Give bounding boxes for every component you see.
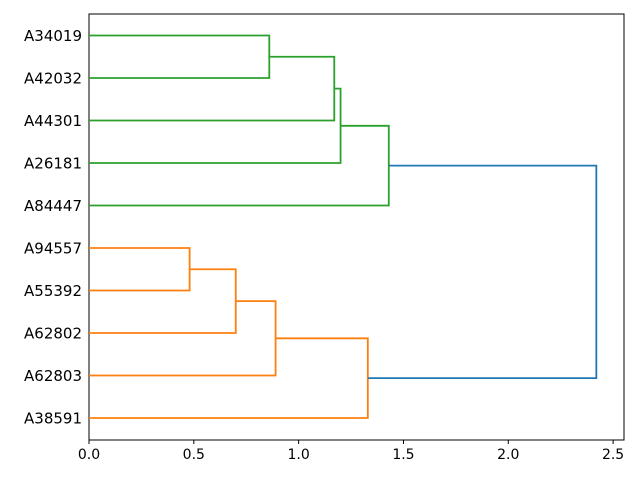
axes-spines: [88, 13, 625, 441]
leaf-label: A62803: [24, 367, 82, 385]
x-tick-label: 1.0: [288, 447, 310, 463]
link-G2: [89, 55, 336, 122]
leaf-label: A38591: [24, 410, 82, 428]
leaf-label: A55392: [24, 282, 82, 300]
leaf-label: A84447: [24, 197, 82, 215]
x-tick-label: 0.5: [183, 447, 205, 463]
x-tick-label: 1.5: [392, 447, 414, 463]
link-G4: [89, 124, 390, 207]
x-tick-label: 2.0: [497, 447, 519, 463]
x-tick-label: 2.5: [602, 447, 624, 463]
leaf-label: A34019: [24, 27, 82, 45]
leaf-label: A44301: [24, 112, 82, 130]
leaf-label: A26181: [24, 155, 82, 173]
leaf-label: A94557: [24, 240, 82, 258]
link-G3: [89, 87, 342, 164]
leaf-label: A42032: [24, 70, 82, 88]
link-O3: [89, 300, 277, 377]
x-tick-label: 0.0: [78, 447, 100, 463]
link-R: [367, 164, 598, 380]
leaf-label: A62802: [24, 325, 82, 343]
